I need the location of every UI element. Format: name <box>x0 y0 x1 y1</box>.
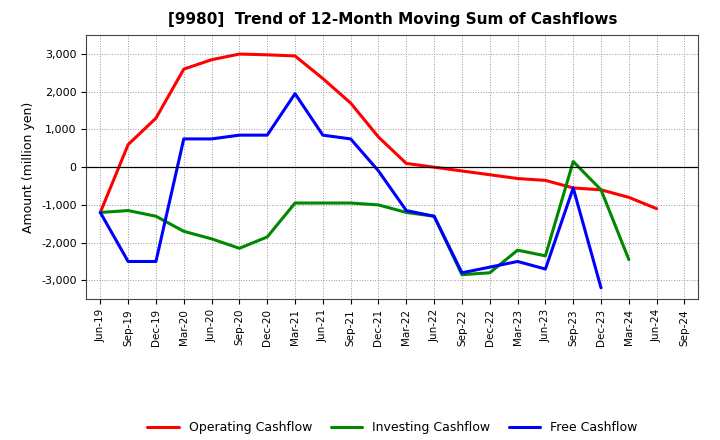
Investing Cashflow <box>235 246 243 251</box>
Free Cashflow <box>96 210 104 215</box>
Free Cashflow <box>346 136 355 142</box>
Free Cashflow <box>458 270 467 275</box>
Operating Cashflow <box>263 52 271 58</box>
Investing Cashflow <box>346 200 355 205</box>
Investing Cashflow <box>513 248 522 253</box>
Free Cashflow <box>569 185 577 191</box>
Operating Cashflow <box>235 51 243 57</box>
Investing Cashflow <box>374 202 383 208</box>
Free Cashflow <box>374 169 383 174</box>
Free Cashflow <box>597 285 606 290</box>
Operating Cashflow <box>291 53 300 59</box>
Free Cashflow <box>430 213 438 219</box>
Free Cashflow <box>124 259 132 264</box>
Investing Cashflow <box>597 187 606 192</box>
Y-axis label: Amount (million yen): Amount (million yen) <box>22 102 35 233</box>
Free Cashflow <box>152 259 161 264</box>
Operating Cashflow <box>96 210 104 215</box>
Investing Cashflow <box>458 272 467 277</box>
Investing Cashflow <box>124 208 132 213</box>
Operating Cashflow <box>569 185 577 191</box>
Operating Cashflow <box>597 187 606 192</box>
Investing Cashflow <box>152 213 161 219</box>
Investing Cashflow <box>318 200 327 205</box>
Investing Cashflow <box>263 235 271 240</box>
Operating Cashflow <box>124 142 132 147</box>
Investing Cashflow <box>402 210 410 215</box>
Investing Cashflow <box>207 236 216 242</box>
Operating Cashflow <box>402 161 410 166</box>
Legend: Operating Cashflow, Investing Cashflow, Free Cashflow: Operating Cashflow, Investing Cashflow, … <box>143 416 642 439</box>
Operating Cashflow <box>458 169 467 174</box>
Free Cashflow <box>179 136 188 142</box>
Investing Cashflow <box>430 213 438 219</box>
Free Cashflow <box>207 136 216 142</box>
Free Cashflow <box>402 208 410 213</box>
Free Cashflow <box>541 266 550 271</box>
Investing Cashflow <box>541 253 550 258</box>
Investing Cashflow <box>485 270 494 275</box>
Free Cashflow <box>513 259 522 264</box>
Operating Cashflow <box>541 178 550 183</box>
Operating Cashflow <box>513 176 522 181</box>
Operating Cashflow <box>207 57 216 62</box>
Title: [9980]  Trend of 12-Month Moving Sum of Cashflows: [9980] Trend of 12-Month Moving Sum of C… <box>168 12 617 27</box>
Operating Cashflow <box>652 206 661 211</box>
Operating Cashflow <box>430 165 438 170</box>
Free Cashflow <box>263 132 271 138</box>
Line: Operating Cashflow: Operating Cashflow <box>100 54 657 213</box>
Operating Cashflow <box>624 195 633 200</box>
Line: Free Cashflow: Free Cashflow <box>100 94 601 288</box>
Operating Cashflow <box>318 76 327 81</box>
Investing Cashflow <box>624 257 633 262</box>
Line: Investing Cashflow: Investing Cashflow <box>100 161 629 275</box>
Investing Cashflow <box>179 229 188 234</box>
Free Cashflow <box>235 132 243 138</box>
Free Cashflow <box>318 132 327 138</box>
Operating Cashflow <box>152 116 161 121</box>
Investing Cashflow <box>569 159 577 164</box>
Free Cashflow <box>291 91 300 96</box>
Operating Cashflow <box>485 172 494 177</box>
Free Cashflow <box>485 264 494 270</box>
Operating Cashflow <box>346 100 355 106</box>
Investing Cashflow <box>291 200 300 205</box>
Investing Cashflow <box>96 210 104 215</box>
Operating Cashflow <box>374 134 383 139</box>
Operating Cashflow <box>179 66 188 72</box>
